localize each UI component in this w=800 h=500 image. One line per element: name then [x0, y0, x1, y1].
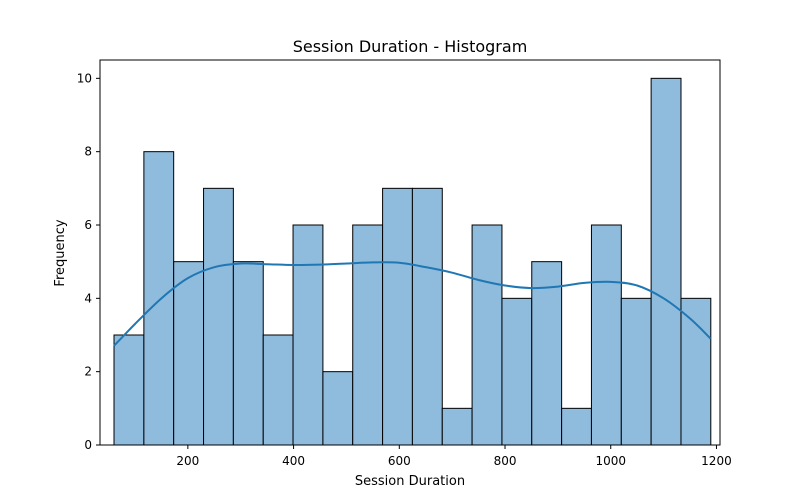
- histogram-bar-19: [680, 297, 712, 446]
- y-tick-label: 2: [84, 365, 92, 379]
- plot-area-frame: [99, 59, 721, 446]
- x-axis-ticks: 200 400 600 800 1000 1200: [176, 445, 732, 468]
- histogram-bar-13: [501, 297, 533, 446]
- histogram-bar-6: [292, 224, 324, 446]
- kde-curve: [113, 261, 712, 347]
- histogram-bar-0: [113, 334, 145, 446]
- y-tick-label: 0: [84, 438, 92, 452]
- x-tick-label: 800: [494, 454, 517, 468]
- x-tick-label: 600: [388, 454, 411, 468]
- x-axis-label: Session Duration: [355, 474, 465, 489]
- histogram-bar-11: [441, 407, 473, 446]
- y-axis-ticks: 0 2 4 6 8 10: [77, 71, 100, 452]
- histogram-bar-8: [352, 224, 384, 446]
- y-tick-label: 8: [84, 145, 92, 159]
- histogram-bars: [113, 77, 712, 446]
- y-tick-label: 4: [84, 291, 92, 305]
- histogram-bar-18: [650, 77, 682, 446]
- histogram-bar-3: [203, 187, 234, 446]
- chart-title: Session Duration - Histogram: [293, 37, 528, 56]
- histogram-bar-15: [561, 407, 592, 446]
- histogram-bar-5: [262, 334, 294, 446]
- histogram-bar-4: [232, 261, 264, 446]
- histogram-bar-2: [173, 261, 205, 446]
- histogram-bar-9: [382, 187, 413, 446]
- x-tick-label: 1200: [701, 454, 732, 468]
- x-tick-label: 400: [282, 454, 305, 468]
- y-tick-label: 6: [84, 218, 92, 232]
- histogram-bar-7: [322, 371, 354, 446]
- histogram-bar-10: [411, 187, 443, 446]
- histogram-bar-16: [590, 224, 622, 446]
- histogram-bar-14: [531, 261, 563, 446]
- histogram-bar-1: [143, 151, 175, 446]
- y-tick-label: 10: [77, 71, 92, 85]
- y-axis-label: Frequency: [53, 219, 68, 286]
- histogram-bar-12: [471, 224, 503, 446]
- histogram-bar-17: [620, 297, 652, 446]
- x-tick-label: 1000: [595, 454, 626, 468]
- x-tick-label: 200: [176, 454, 199, 468]
